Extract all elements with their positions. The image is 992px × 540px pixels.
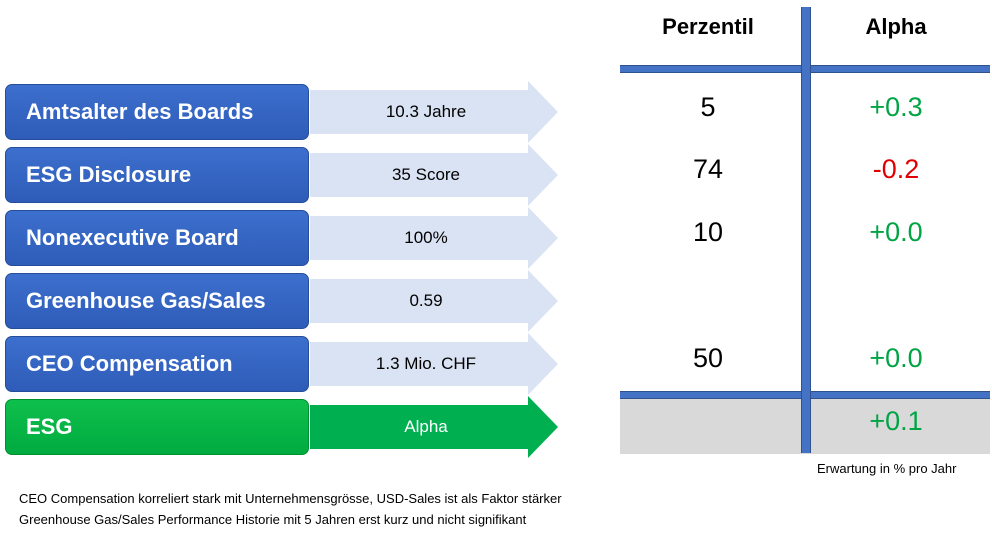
factor-arrow-esg-disclosure: 35 Score xyxy=(310,144,558,206)
arrow-shape xyxy=(310,396,558,458)
alpha-amtsalter: +0.3 xyxy=(869,92,923,122)
arrow-shape xyxy=(310,144,558,206)
unit-note: Erwartung in % pro Jahr xyxy=(817,461,957,476)
factor-label-nonexecutive-board: Nonexecutive Board xyxy=(5,210,309,266)
factor-arrow-nonexecutive-board: 100% xyxy=(310,207,558,269)
percentile-esg-disclosure: 74 xyxy=(692,154,724,184)
total-arrow: Alpha xyxy=(310,396,558,458)
factor-value-ceo-compensation: 1.3 Mio. CHF xyxy=(375,354,477,373)
alpha-total: +0.1 xyxy=(869,406,923,436)
factor-label-ceo-compensation: CEO Compensation xyxy=(5,336,309,392)
factor-value-nonexecutive-board: 100% xyxy=(404,228,448,247)
factor-arrow-greenhouse-gas: 0.59 xyxy=(310,270,558,332)
alpha-ceo-compensation: +0.0 xyxy=(869,343,923,373)
factor-value-greenhouse-gas: 0.59 xyxy=(409,291,443,310)
percentile-ceo-compensation: 50 xyxy=(692,343,724,373)
total-label-esg: ESG xyxy=(5,399,309,455)
factor-arrow-ceo-compensation: 1.3 Mio. CHF xyxy=(310,333,558,395)
factor-label-esg-disclosure: ESG Disclosure xyxy=(5,147,309,203)
header-alpha: Alpha xyxy=(865,14,927,39)
arrow-shape xyxy=(310,270,558,332)
factor-value-esg-disclosure: 35 Score xyxy=(391,165,461,184)
percentile-amtsalter: 5 xyxy=(700,92,716,122)
alpha-nonexecutive-board: +0.0 xyxy=(869,217,923,247)
percentile-nonexecutive-board: 10 xyxy=(692,217,724,247)
footnote-ceo: CEO Compensation korreliert stark mit Un… xyxy=(19,491,562,506)
arrow-shape xyxy=(310,333,558,395)
factor-label-amtsalter: Amtsalter des Boards xyxy=(5,84,309,140)
alpha-esg-disclosure: -0.2 xyxy=(872,154,920,184)
total-value: Alpha xyxy=(404,417,448,436)
header-perzentil: Perzentil xyxy=(662,14,754,39)
factor-value-amtsalter: 10.3 Jahre xyxy=(385,102,467,121)
arrow-shape xyxy=(310,207,558,269)
arrow-shape xyxy=(310,81,558,143)
column-divider-line xyxy=(801,7,811,453)
factor-arrow-amtsalter: 10.3 Jahre xyxy=(310,81,558,143)
factor-label-greenhouse-gas: Greenhouse Gas/Sales xyxy=(5,273,309,329)
footnote-greenhouse: Greenhouse Gas/Sales Performance Histori… xyxy=(19,512,527,527)
